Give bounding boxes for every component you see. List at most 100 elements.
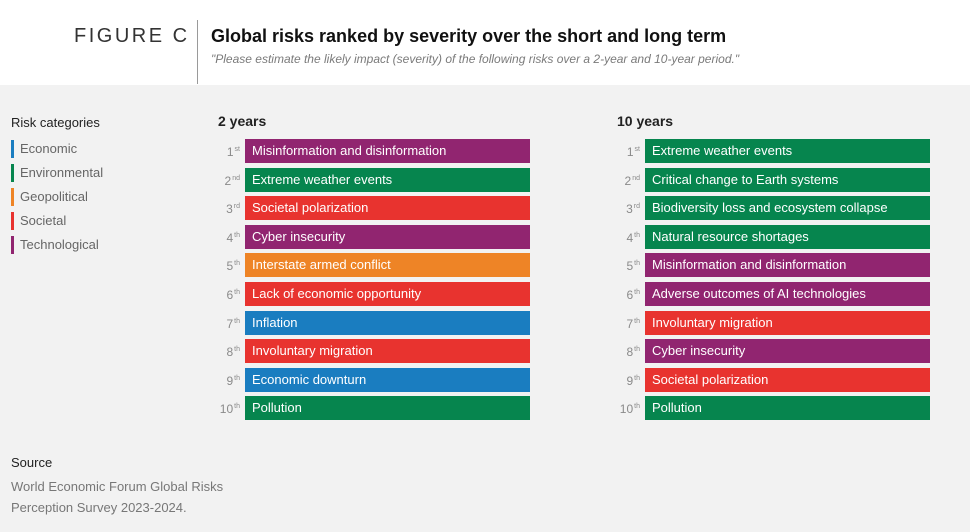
rank-suffix: st xyxy=(234,146,240,153)
rank-number: 5th xyxy=(608,253,640,277)
risk-bar: Cyber insecurity xyxy=(245,224,530,249)
rank-number: 1st xyxy=(208,139,240,163)
rank-number: 3rd xyxy=(608,196,640,220)
rank-number: 7th xyxy=(608,311,640,335)
rank-suffix: th xyxy=(634,346,640,354)
legend-label: Geopolitical xyxy=(20,189,88,204)
rank-value: 9 xyxy=(626,373,634,388)
rank-suffix: th xyxy=(234,231,240,239)
risk-bar: Societal polarization xyxy=(245,196,530,221)
rank-suffix: th xyxy=(234,260,240,268)
figure-label: FIGURE C xyxy=(74,25,190,47)
rank-number: 10th xyxy=(608,396,640,420)
rank-value: 1 xyxy=(226,145,234,159)
risk-bar: Extreme weather events xyxy=(245,167,530,192)
rank-value: 3 xyxy=(226,202,233,217)
rank-suffix: th xyxy=(634,260,640,268)
risk-bar: Involuntary migration xyxy=(645,310,930,335)
rank-number: 2nd xyxy=(608,168,640,192)
figure-subtitle: "Please estimate the likely impact (seve… xyxy=(211,52,740,66)
rank-value: 8 xyxy=(226,345,234,360)
header-divider xyxy=(197,20,198,84)
rank-value: 6 xyxy=(226,287,234,302)
rank-suffix: th xyxy=(634,374,640,382)
risk-bar: Biodiversity loss and ecosystem collapse xyxy=(645,196,930,221)
risk-bar: Cyber insecurity xyxy=(645,339,930,364)
legend-item: Environmental xyxy=(11,164,103,188)
rank-value: 2 xyxy=(224,173,232,188)
risk-bar: Pollution xyxy=(245,396,530,421)
rank-suffix: th xyxy=(234,317,240,325)
rank-value: 7 xyxy=(626,316,634,331)
rank-number: 9th xyxy=(608,368,640,392)
legend-items: Economic Environmental Geopolitical Societa… xyxy=(11,140,103,260)
risk-bar: Pollution xyxy=(645,396,930,421)
legend-item: Technological xyxy=(11,236,103,260)
rank-value: 6 xyxy=(626,287,634,302)
rank-number: 8th xyxy=(608,339,640,363)
rank-value: 8 xyxy=(626,345,634,360)
rank-number: 10th xyxy=(208,396,240,420)
legend-title: Risk categories xyxy=(11,115,100,130)
risk-bar: Misinformation and disinformation xyxy=(245,139,530,163)
column-title-2-years: 2 years xyxy=(218,113,267,129)
figure-header: FIGURE C Global risks ranked by severity… xyxy=(0,0,970,85)
legend-item: Geopolitical xyxy=(11,188,103,212)
legend-item: Economic xyxy=(11,140,103,164)
legend-swatch xyxy=(11,188,14,206)
rank-suffix: th xyxy=(234,403,240,411)
legend-swatch xyxy=(11,140,14,158)
rank-suffix: rd xyxy=(233,203,240,211)
rank-suffix: th xyxy=(634,403,640,411)
rank-value: 10 xyxy=(219,402,234,417)
risk-bar: Involuntary migration xyxy=(245,339,530,364)
rank-number: 1st xyxy=(608,139,640,163)
rank-value: 5 xyxy=(626,259,634,274)
risk-bar: Adverse outcomes of AI technologies xyxy=(645,281,930,306)
rank-suffix: th xyxy=(234,288,240,296)
rank-suffix: th xyxy=(234,346,240,354)
rank-suffix: th xyxy=(234,374,240,382)
source-text: World Economic Forum Global Risks Percep… xyxy=(11,479,224,515)
legend-label: Societal xyxy=(20,213,67,228)
rank-number: 6th xyxy=(208,282,240,306)
rank-value: 2 xyxy=(624,173,632,188)
rank-suffix: nd xyxy=(632,174,640,182)
rank-value: 3 xyxy=(626,202,633,217)
legend-label: Technological xyxy=(20,237,99,252)
rank-value: 5 xyxy=(226,259,234,274)
risk-bar: Critical change to Earth systems xyxy=(645,167,930,192)
risk-bar: Inflation xyxy=(245,310,530,335)
rank-number: 9th xyxy=(208,368,240,392)
rank-suffix: nd xyxy=(232,174,240,182)
risk-bar: Lack of economic opportunity xyxy=(245,281,530,306)
rank-number: 3rd xyxy=(208,196,240,220)
rank-number: 5th xyxy=(208,253,240,277)
rank-suffix: th xyxy=(634,288,640,296)
rank-suffix: st xyxy=(634,146,640,153)
rank-value: 4 xyxy=(226,230,234,245)
risk-bar: Misinformation and disinformation xyxy=(645,253,930,278)
legend-swatch xyxy=(11,236,14,254)
legend-swatch xyxy=(11,212,14,230)
risk-bar: Interstate armed conflict xyxy=(245,253,530,278)
rank-value: 9 xyxy=(226,373,234,388)
rank-value: 10 xyxy=(619,402,634,417)
risk-bar: Economic downturn xyxy=(245,367,530,392)
legend-label: Economic xyxy=(20,141,78,156)
source-title: Source xyxy=(11,455,53,470)
rank-value: 7 xyxy=(226,316,234,331)
rank-value: 4 xyxy=(626,230,634,245)
risk-bar: Natural resource shortages xyxy=(645,224,930,249)
rank-number: 8th xyxy=(208,339,240,363)
legend-swatch xyxy=(11,164,14,182)
risk-bar: Societal polarization xyxy=(645,367,930,392)
source-note: Source World Economic Forum Global Risks… xyxy=(11,455,251,518)
rank-number: 7th xyxy=(208,311,240,335)
rank-number: 4th xyxy=(608,225,640,249)
figure-title: Global risks ranked by severity over the… xyxy=(211,26,727,46)
column-title-10-years: 10 years xyxy=(617,113,674,129)
risk-bar: Extreme weather events xyxy=(645,139,930,163)
legend-item: Societal xyxy=(11,212,103,236)
rank-number: 4th xyxy=(208,225,240,249)
